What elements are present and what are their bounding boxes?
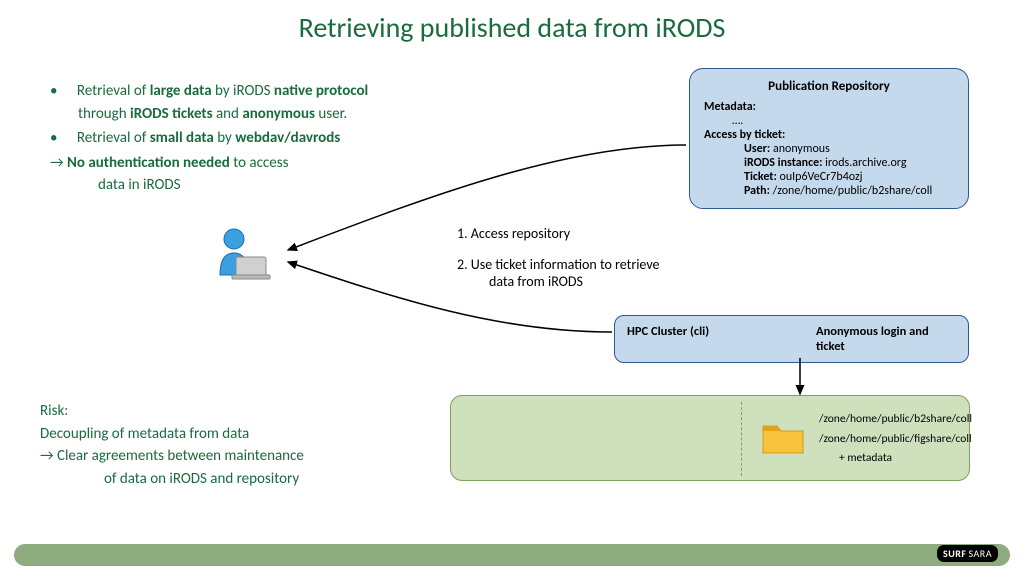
user-icon bbox=[210, 225, 274, 294]
divider-dashed bbox=[741, 402, 742, 476]
publication-repository-box: Publication Repository Metadata: …. Acce… bbox=[689, 68, 969, 209]
bullet-list: Retrieval of large data by iRODS native … bbox=[50, 80, 430, 197]
steps-list: 1. Access repository 2. Use ticket infor… bbox=[457, 225, 659, 304]
bullet-1: Retrieval of large data by iRODS native … bbox=[50, 80, 430, 125]
slide-title: Retrieving published data from iRODS bbox=[0, 0, 1024, 45]
hpc-cluster-box: HPC Cluster (cli) Anonymous login and ti… bbox=[614, 315, 969, 363]
bullet-arrow-cont: data in iRODS bbox=[50, 174, 430, 197]
surf-sara-logo: SURFSARA bbox=[937, 545, 998, 562]
folder-icon bbox=[761, 420, 805, 461]
step-2: 2. Use ticket information to retrievedat… bbox=[457, 256, 659, 290]
paths-text: /zone/home/public/b2share/coll /zone/hom… bbox=[819, 410, 972, 469]
repo-title: Publication Repository bbox=[704, 79, 954, 94]
storage-paths-box: /zone/home/public/b2share/coll /zone/hom… bbox=[450, 395, 970, 481]
bullet-2: Retrieval of small data by webdav/davrod… bbox=[50, 127, 430, 150]
bullet-arrow: No authentication needed to access bbox=[50, 152, 430, 175]
step-1: 1. Access repository bbox=[457, 225, 659, 242]
footer-bar bbox=[14, 544, 1010, 566]
risk-text: Risk: Decoupling of metadata from data →… bbox=[40, 400, 304, 490]
